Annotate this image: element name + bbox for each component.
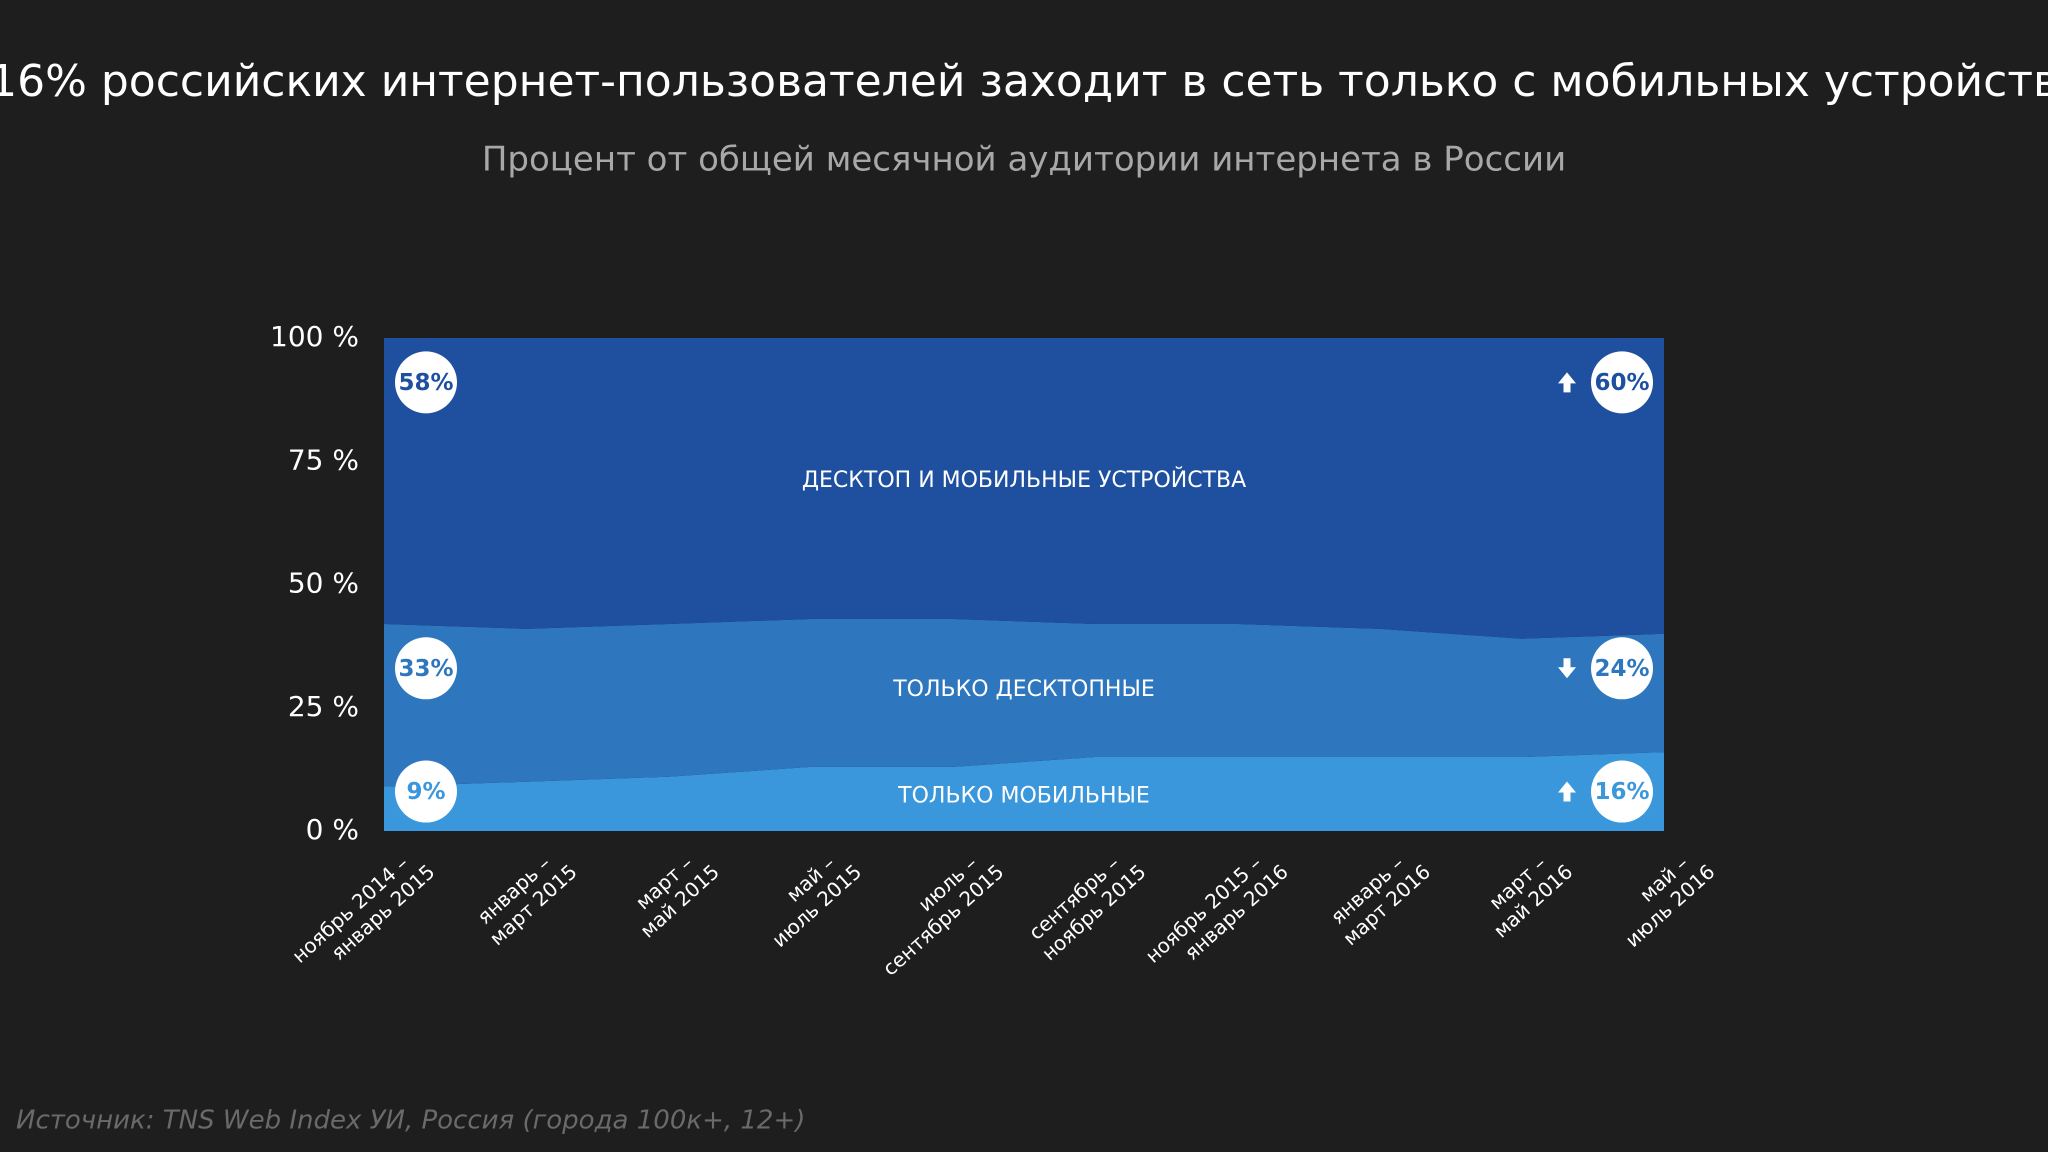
data-label: 24% — [1594, 656, 1649, 682]
area — [384, 338, 1664, 639]
y-tick-label: 25 % — [288, 690, 359, 723]
value-badge — [395, 637, 457, 700]
data-label: 33% — [398, 656, 453, 682]
value-badge — [1591, 760, 1653, 823]
value-badge — [1591, 637, 1653, 700]
source-note: Источник: TNS Web Index УИ, Россия (горо… — [16, 1106, 805, 1136]
trend-arrow — [1558, 658, 1576, 679]
y-tick-label: 50 % — [288, 567, 359, 600]
data-label: 16% — [1594, 779, 1649, 805]
legend-label: ТОЛЬКО МОБИЛЬНЫЕ — [897, 783, 1150, 808]
value-badge — [395, 760, 457, 823]
y-tick-label: 0 % — [306, 813, 359, 846]
data-label: 60% — [1594, 370, 1649, 396]
legend-label: ДЕСКТОП И МОБИЛЬНЫЕ УСТРОЙСТВА — [802, 467, 1246, 493]
value-badge — [1591, 351, 1653, 414]
chart-title: 16% российских интернет-пользователей за… — [0, 56, 2048, 107]
value-badge — [395, 351, 457, 414]
data-label: 58% — [398, 370, 453, 396]
area — [384, 619, 1664, 787]
chart-subtitle: Процент от общей месячной аудитории инте… — [482, 140, 1566, 180]
y-tick-label: 75 % — [288, 443, 359, 476]
area — [384, 752, 1664, 831]
trend-arrow — [1558, 372, 1576, 393]
legend-label: ТОЛЬКО ДЕСКТОПНЫЕ — [892, 677, 1155, 702]
data-label: 9% — [406, 779, 445, 805]
trend-arrow — [1558, 781, 1576, 802]
y-tick-label: 100 % — [270, 320, 359, 353]
